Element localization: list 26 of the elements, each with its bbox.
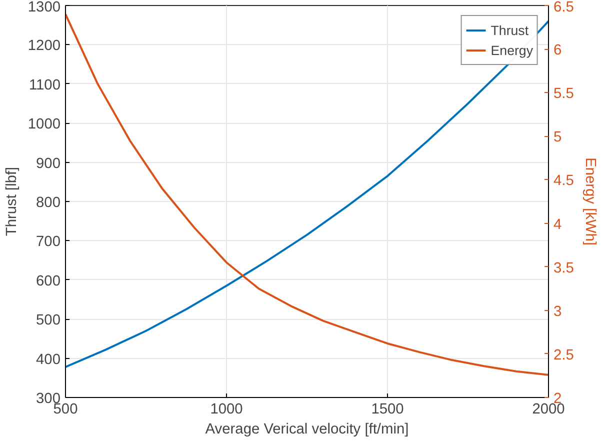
y-tick-label: 500: [36, 312, 61, 329]
y2-tick-label: 5.5: [554, 86, 574, 102]
x-tick-label: 1000: [210, 402, 243, 418]
y-tick-label: 800: [36, 195, 61, 211]
y2-tick-label: 6.5: [554, 0, 574, 16]
y-tick-label: 1300: [28, 0, 61, 16]
y2-tick-label: 5: [554, 130, 562, 146]
y2-tick-label: 2.5: [554, 347, 574, 364]
y-tick-label: 1100: [28, 77, 61, 94]
legend-label: Thrust: [490, 22, 529, 38]
y-tick-label: 400: [36, 352, 61, 368]
y2-tick-label: 6: [554, 42, 562, 59]
y-tick-label: 700: [36, 234, 61, 250]
y2-axis-title: Energy [kWh]: [582, 158, 598, 246]
y-tick-label: 900: [36, 156, 61, 172]
x-axis-title: Average Verical velocity [ft/min]: [205, 422, 409, 438]
y2-tick-label: 4: [554, 216, 562, 233]
y2-tick-label: 4.5: [554, 173, 574, 190]
y-tick-label: 600: [36, 273, 61, 290]
x-tick-label: 1500: [371, 402, 404, 418]
y-tick-label: 1000: [28, 116, 61, 133]
y2-tick-label: 3.5: [554, 260, 574, 276]
legend-label: Energy: [490, 42, 533, 58]
y2-tick-label: 3: [554, 304, 562, 320]
y-axis-title: Thrust [lbf]: [4, 166, 20, 236]
y-tick-label: 1200: [28, 38, 61, 54]
